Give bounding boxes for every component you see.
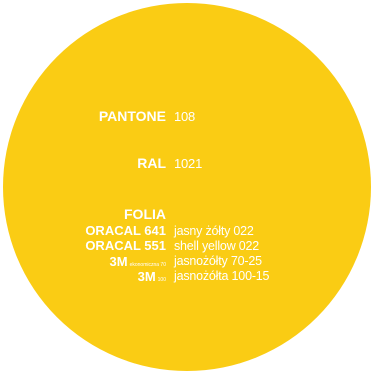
3m-economy-brand: 3M [109,254,128,269]
oracal-551-value: shell yellow 022 [174,239,260,253]
oracal-641-value: jasny żółty 022 [174,224,254,238]
ral-label: RAL [137,155,166,171]
ral-value: 1021 [174,156,203,171]
color-swatch-circle [3,3,371,371]
3m-economy-value: jasnożółty 70-25 [174,254,262,268]
oracal-641-label: ORACAL 641 [85,223,166,238]
folia-heading: FOLIA [124,206,166,222]
3m-economy-sub: ekonomiczna 70 [129,262,166,268]
3m-100-sub: 100 [157,277,166,283]
3m-100-brand: 3M [137,269,156,284]
3m-100-value: jasnożółta 100-15 [174,269,270,283]
oracal-551-label: ORACAL 551 [85,238,166,253]
pantone-label: PANTONE [98,108,166,124]
3m-economy-label: 3M ekonomiczna 70 [110,254,166,269]
pantone-value: 108 [174,109,196,124]
3m-100-label: 3M 100 [138,269,166,284]
